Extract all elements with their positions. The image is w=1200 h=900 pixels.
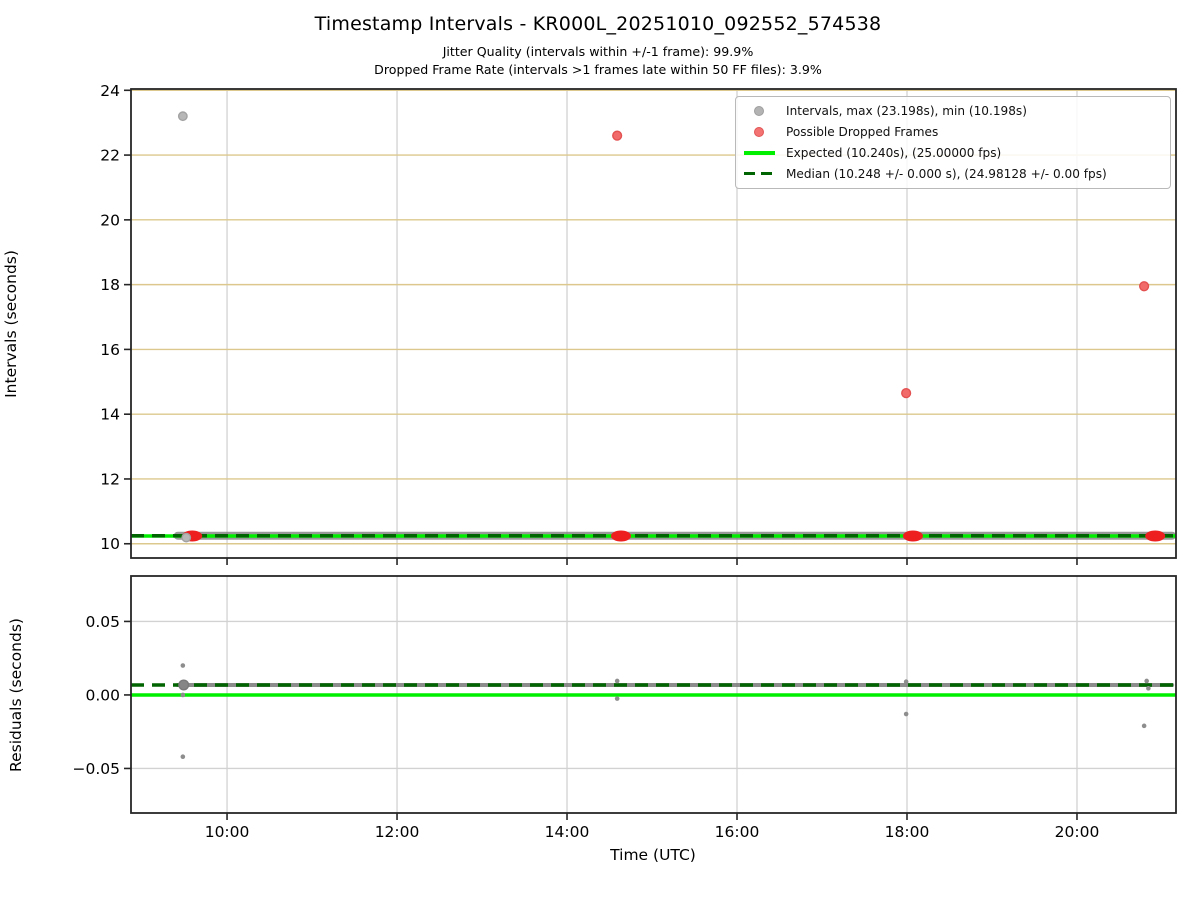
interval-point bbox=[181, 532, 192, 543]
legend: Intervals, max (23.198s), min (10.198s) … bbox=[735, 96, 1171, 189]
resid-point bbox=[180, 692, 186, 698]
y-tick-label: 16 bbox=[100, 341, 120, 359]
y-tick-label: 0.00 bbox=[85, 686, 120, 704]
y-tick-label: 18 bbox=[100, 276, 120, 294]
legend-item-expected: Expected (10.240s), (25.00000 fps) bbox=[742, 143, 1164, 164]
legend-item-median: Median (10.248 +/- 0.000 s), (24.98128 +… bbox=[742, 163, 1164, 184]
y-tick-label: 22 bbox=[100, 147, 120, 165]
median-line-icon bbox=[742, 171, 776, 176]
x-tick-label: 16:00 bbox=[715, 823, 760, 841]
dropped-point bbox=[1139, 281, 1150, 292]
resid-point bbox=[1141, 723, 1147, 729]
x-tick-label: 14:00 bbox=[545, 823, 590, 841]
y-axis-label-intervals: Intervals (seconds) bbox=[2, 250, 20, 398]
dropped-frame-cluster bbox=[1145, 530, 1166, 542]
resid-point bbox=[180, 754, 186, 759]
legend-label: Expected (10.240s), (25.00000 fps) bbox=[786, 145, 1002, 160]
expected-line-icon bbox=[742, 150, 776, 155]
intervals-axes-frame bbox=[130, 88, 1177, 559]
y-tick-label: 14 bbox=[100, 406, 120, 424]
interval-point bbox=[177, 111, 188, 122]
legend-label: Possible Dropped Frames bbox=[786, 125, 939, 140]
y-tick-label: 24 bbox=[100, 82, 120, 100]
dropped-frames-marker-icon bbox=[742, 127, 776, 138]
dropped-point bbox=[612, 130, 623, 141]
x-tick-label: 10:00 bbox=[205, 823, 250, 841]
legend-label: Intervals, max (23.198s), min (10.198s) bbox=[786, 104, 1027, 119]
resid-point bbox=[903, 711, 909, 717]
resid-point bbox=[180, 663, 186, 668]
y-tick-label: −0.05 bbox=[73, 760, 121, 778]
x-axis-label: Time (UTC) bbox=[610, 846, 696, 864]
resid-point bbox=[1146, 686, 1151, 691]
y-tick-label: 12 bbox=[100, 470, 120, 488]
dropped-frame-cluster bbox=[610, 530, 631, 542]
legend-item-dropped-frames: Possible Dropped Frames bbox=[742, 122, 1164, 143]
x-tick-label: 18:00 bbox=[885, 823, 930, 841]
y-axis-label-residuals: Residuals (seconds) bbox=[7, 618, 25, 772]
resid-point bbox=[614, 678, 620, 684]
chart-subtitle-dropped: Dropped Frame Rate (intervals >1 frames … bbox=[374, 62, 822, 77]
resid_big-point bbox=[178, 679, 190, 691]
y-tick-label: 10 bbox=[100, 535, 120, 553]
dropped-frame-cluster bbox=[902, 530, 923, 542]
legend-label: Median (10.248 +/- 0.000 s), (24.98128 +… bbox=[786, 166, 1107, 181]
x-tick-label: 20:00 bbox=[1055, 823, 1100, 841]
x-tick-label: 12:00 bbox=[375, 823, 420, 841]
y-tick-label: 0.05 bbox=[85, 613, 120, 631]
resid-point bbox=[903, 679, 909, 685]
resid-point bbox=[1144, 678, 1149, 684]
chart-subtitle-jitter: Jitter Quality (intervals within +/-1 fr… bbox=[442, 44, 754, 59]
legend-item-intervals: Intervals, max (23.198s), min (10.198s) bbox=[742, 101, 1164, 122]
intervals-marker-icon bbox=[742, 106, 776, 117]
resid-point bbox=[614, 696, 620, 701]
chart-title: Timestamp Intervals - KR000L_20251010_09… bbox=[314, 13, 882, 35]
dropped-point bbox=[901, 388, 912, 399]
y-tick-label: 20 bbox=[100, 211, 120, 229]
